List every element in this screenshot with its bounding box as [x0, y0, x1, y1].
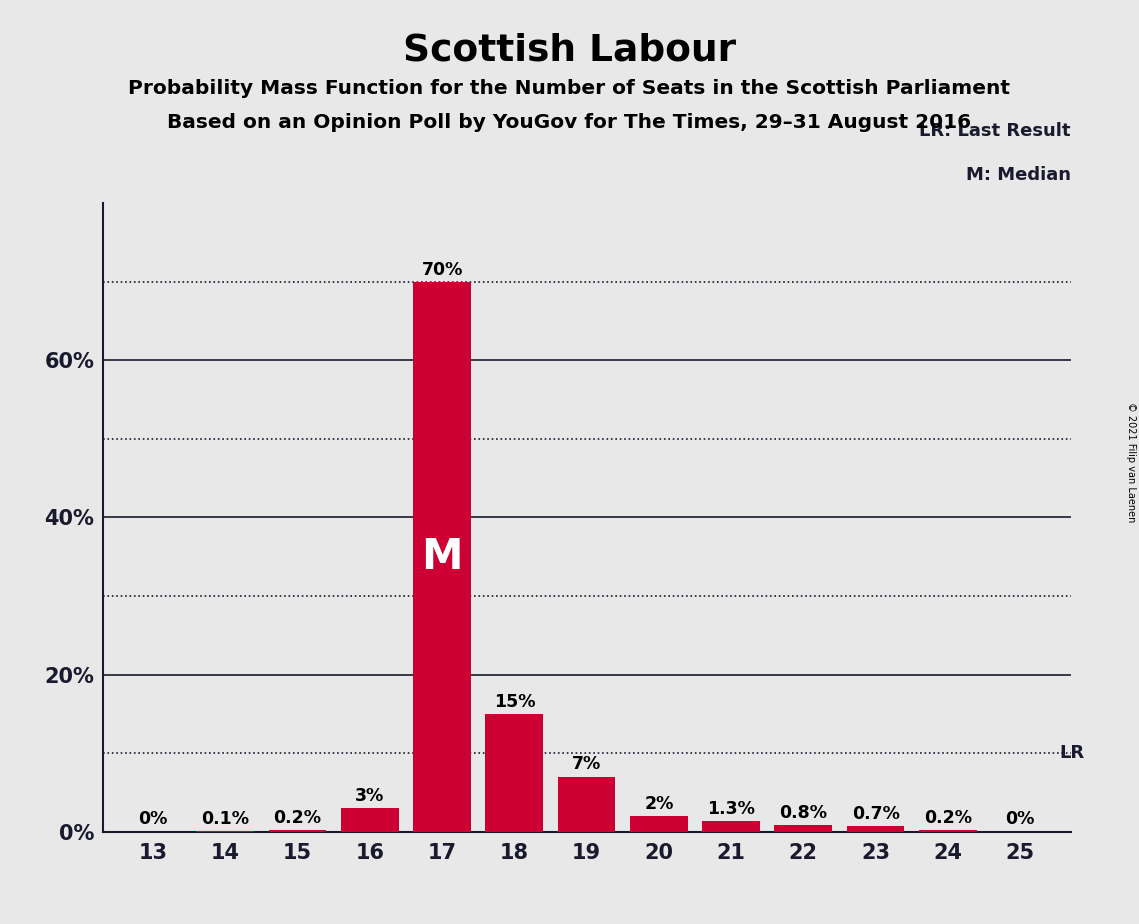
Text: 7%: 7%: [572, 756, 601, 773]
Text: 1.3%: 1.3%: [707, 800, 755, 819]
Text: 0.2%: 0.2%: [273, 808, 321, 827]
Bar: [485, 713, 543, 832]
Text: Probability Mass Function for the Number of Seats in the Scottish Parliament: Probability Mass Function for the Number…: [129, 79, 1010, 98]
Bar: [630, 816, 688, 832]
Text: 0.7%: 0.7%: [852, 805, 900, 823]
Text: 0.2%: 0.2%: [924, 808, 972, 827]
Text: 70%: 70%: [421, 261, 462, 279]
Text: 0%: 0%: [1006, 810, 1034, 829]
Text: © 2021 Filip van Laenen: © 2021 Filip van Laenen: [1126, 402, 1136, 522]
Bar: [846, 826, 904, 832]
Bar: [269, 830, 327, 832]
Text: Scottish Labour: Scottish Labour: [403, 32, 736, 68]
Bar: [919, 830, 977, 832]
Text: M: Median: M: Median: [966, 165, 1071, 184]
Text: 0.1%: 0.1%: [202, 809, 249, 828]
Bar: [558, 776, 615, 832]
Text: 2%: 2%: [645, 795, 673, 813]
Bar: [702, 821, 760, 832]
Text: LR: LR: [1059, 744, 1085, 762]
Text: 15%: 15%: [493, 693, 535, 711]
Text: M: M: [421, 536, 462, 578]
Text: Based on an Opinion Poll by YouGov for The Times, 29–31 August 2016: Based on an Opinion Poll by YouGov for T…: [167, 113, 972, 132]
Text: 0.8%: 0.8%: [779, 804, 827, 822]
Bar: [413, 282, 472, 832]
Bar: [775, 825, 833, 832]
Text: 0%: 0%: [139, 810, 167, 829]
Text: 3%: 3%: [355, 787, 385, 805]
Bar: [341, 808, 399, 832]
Text: LR: Last Result: LR: Last Result: [919, 122, 1071, 140]
